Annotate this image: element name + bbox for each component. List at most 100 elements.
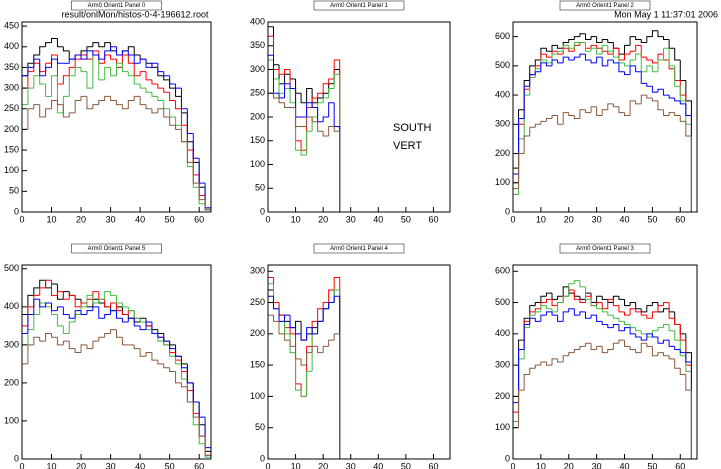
histogram-bin <box>116 100 123 106</box>
histogram-bin <box>557 358 564 363</box>
histogram-bin <box>180 88 188 110</box>
histogram-bin <box>163 88 170 93</box>
histogram-bin <box>529 126 536 136</box>
y-tick-label: 0 <box>505 453 510 463</box>
x-tick-label: 40 <box>620 461 630 469</box>
histogram-bin <box>104 50 111 60</box>
histogram-bin <box>646 315 653 319</box>
histogram-bin <box>562 355 569 362</box>
histogram-bin <box>306 88 313 103</box>
histogram-bin <box>629 100 636 116</box>
histogram-bin <box>311 102 318 108</box>
histogram-bin <box>646 57 653 61</box>
x-tick-label: 0 <box>19 214 24 224</box>
histogram-bin <box>45 279 52 288</box>
timestamp: Mon May 1 11:37:01 2006 <box>614 9 718 19</box>
y-tick-label: 200 <box>4 377 19 387</box>
histogram-bin <box>300 150 307 156</box>
histogram-bin <box>328 339 335 347</box>
y-tick-label: 250 <box>4 103 19 113</box>
histogram-bin <box>612 315 619 319</box>
histogram-bin <box>198 417 206 437</box>
x-tick-label: 20 <box>76 461 86 469</box>
y-tick-label: 0 <box>14 206 19 216</box>
histogram-bin <box>98 336 105 342</box>
histogram-bin <box>51 303 58 312</box>
histogram-bin <box>51 58 58 68</box>
histogram-bin <box>646 65 653 72</box>
histogram-bin <box>322 345 329 353</box>
y-tick-label: 300 <box>495 360 510 370</box>
histogram-bin <box>545 54 553 58</box>
histogram-bin <box>333 333 341 459</box>
histogram-bin <box>573 115 580 119</box>
histogram-bin <box>573 280 580 284</box>
x-tick-label: 50 <box>647 214 657 224</box>
histogram-bin <box>163 337 170 342</box>
histogram-bin <box>56 284 64 300</box>
histogram-bin <box>629 36 636 46</box>
histogram-bin <box>80 310 87 315</box>
histogram-bin <box>568 39 575 43</box>
y-tick-label: 0 <box>260 206 265 216</box>
histogram-bin <box>612 60 619 64</box>
y-tick-label: 400 <box>4 41 19 51</box>
histogram-bin <box>607 59 614 66</box>
y-tick-label: 200 <box>250 111 265 121</box>
histogram-bin <box>163 341 170 346</box>
histogram-bin <box>192 401 200 418</box>
histogram-bin <box>139 83 147 89</box>
x-tick-label: 40 <box>620 214 630 224</box>
histogram-bin <box>679 100 686 105</box>
histogram-bin <box>45 66 52 76</box>
histogram-bin <box>590 343 597 350</box>
histogram-bin <box>618 106 625 114</box>
x-tick-label: 60 <box>428 214 438 224</box>
histogram-bin <box>584 342 592 347</box>
x-tick-label: 60 <box>194 214 204 224</box>
histogram-bin <box>579 53 586 58</box>
histogram-bin <box>562 44 569 52</box>
x-tick-label: 60 <box>675 461 685 469</box>
histogram-bin <box>86 310 93 315</box>
histogram-bin <box>289 83 296 89</box>
histogram-bin <box>127 317 135 323</box>
histogram-bin <box>306 327 313 341</box>
x-tick-label: 0 <box>265 214 270 224</box>
histogram-bin <box>27 344 34 364</box>
histogram-bin <box>668 48 675 67</box>
histogram-bin <box>607 39 614 43</box>
histogram-bin <box>322 308 329 322</box>
histogram-bin <box>640 330 647 335</box>
histogram-bin <box>596 36 603 43</box>
histogram-bin <box>139 348 147 357</box>
panel-title: Arm0 Orient1 Panel 4 <box>330 246 388 252</box>
histogram-bin <box>74 310 82 319</box>
y-tick-label: 150 <box>4 144 19 154</box>
histogram-bin <box>175 348 182 357</box>
histogram-bin <box>685 374 692 459</box>
title-box <box>559 243 651 254</box>
histogram-bin <box>110 67 117 77</box>
histogram-bin <box>133 55 141 64</box>
histogram-bin <box>651 311 658 319</box>
histogram-bin <box>640 311 647 316</box>
histogram-bin <box>584 33 592 41</box>
histogram-bin <box>596 106 603 117</box>
histogram-bin <box>668 355 675 360</box>
histogram-bin <box>663 109 670 117</box>
histogram-bin <box>523 374 530 391</box>
x-tick-label: 40 <box>135 214 145 224</box>
histogram-bin <box>651 302 658 306</box>
histogram-bin <box>39 337 46 342</box>
histogram-bin <box>175 371 182 384</box>
histogram-bin <box>169 341 176 350</box>
histogram-bin <box>674 358 681 369</box>
histogram-bin <box>121 310 129 315</box>
histogram-bin <box>534 311 541 316</box>
histogram-bin <box>98 99 105 105</box>
histogram-bin <box>92 42 99 47</box>
histogram-bin <box>62 325 70 334</box>
y-tick-label: 300 <box>250 266 265 276</box>
